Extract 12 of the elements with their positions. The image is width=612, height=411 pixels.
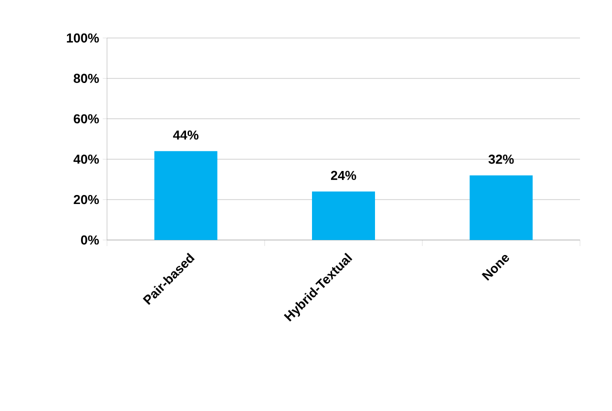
y-tick-label: 100% bbox=[66, 33, 99, 43]
y-tick-label: 40% bbox=[74, 154, 99, 164]
bar bbox=[312, 192, 376, 240]
bar bbox=[470, 175, 533, 240]
y-tick-label: 0% bbox=[81, 235, 99, 245]
y-tick-label: 60% bbox=[74, 114, 99, 124]
data-label: 32% bbox=[488, 154, 514, 164]
y-tick-label: 80% bbox=[74, 74, 99, 83]
y-tick-label: 20% bbox=[74, 195, 99, 204]
bar bbox=[154, 151, 218, 240]
data-label: 24% bbox=[330, 170, 356, 180]
data-label: 44% bbox=[173, 130, 198, 140]
